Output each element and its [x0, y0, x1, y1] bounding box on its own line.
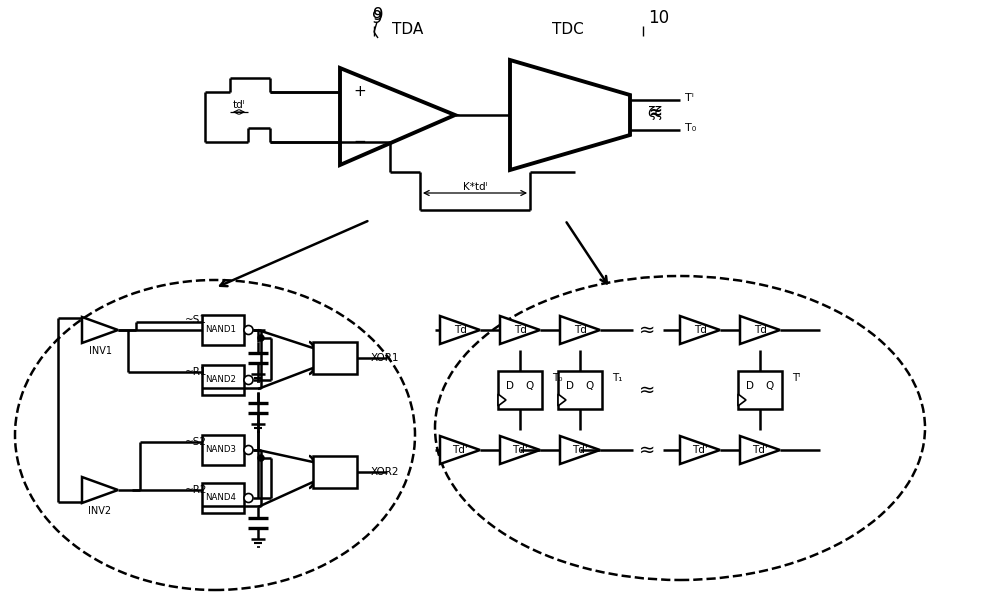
Text: K*tdᴵ: K*tdᴵ: [463, 182, 487, 192]
Polygon shape: [440, 316, 480, 344]
Text: Td: Td: [754, 325, 766, 335]
Text: T₁: T₁: [612, 373, 622, 383]
Text: 10: 10: [648, 9, 669, 27]
Text: NAND1: NAND1: [206, 326, 237, 334]
Text: INV2: INV2: [88, 506, 112, 516]
Bar: [313, 342, 357, 374]
Text: tdᴵ: tdᴵ: [233, 100, 245, 110]
Text: 9: 9: [372, 9, 382, 27]
Polygon shape: [340, 68, 455, 165]
Text: TDC: TDC: [552, 23, 584, 37]
Text: ~R1: ~R1: [185, 367, 208, 377]
Polygon shape: [738, 394, 746, 406]
Text: ≈: ≈: [648, 104, 662, 122]
Polygon shape: [500, 316, 540, 344]
Polygon shape: [560, 316, 600, 344]
Circle shape: [244, 326, 253, 334]
Text: 9: 9: [373, 6, 384, 24]
Text: TDA: TDA: [392, 23, 424, 37]
Text: Td: Td: [574, 325, 586, 335]
Text: NAND2: NAND2: [206, 376, 237, 384]
Text: Td: Td: [694, 325, 706, 335]
Text: Td': Td': [512, 445, 528, 455]
Bar: [738, 371, 782, 409]
Text: Td': Td': [752, 445, 768, 455]
Text: Td': Td': [692, 445, 708, 455]
Text: Td: Td: [454, 325, 466, 335]
Text: Q: Q: [586, 381, 594, 391]
Text: NAND3: NAND3: [206, 445, 237, 454]
Polygon shape: [82, 317, 118, 343]
Text: NAND4: NAND4: [206, 493, 237, 503]
Text: XOR1: XOR1: [371, 353, 399, 363]
Text: Td': Td': [452, 445, 468, 455]
Text: D: D: [566, 381, 574, 391]
Polygon shape: [500, 436, 540, 464]
Text: Td': Td': [572, 445, 588, 455]
Text: T₀: T₀: [685, 123, 696, 133]
Text: +: +: [354, 85, 366, 99]
Bar: [202, 483, 244, 513]
Text: −: −: [354, 134, 366, 149]
Polygon shape: [558, 394, 566, 406]
Bar: [498, 371, 542, 409]
Text: ≈: ≈: [639, 320, 655, 340]
Text: ~R2: ~R2: [185, 485, 208, 495]
Text: D: D: [746, 381, 754, 391]
Bar: [202, 315, 244, 345]
Polygon shape: [440, 436, 480, 464]
Polygon shape: [680, 316, 720, 344]
Polygon shape: [82, 477, 118, 503]
Text: ≈: ≈: [639, 381, 655, 400]
Text: Tᴵ: Tᴵ: [792, 373, 800, 383]
Text: D: D: [506, 381, 514, 391]
Circle shape: [244, 376, 253, 384]
Circle shape: [258, 456, 264, 461]
Text: Td: Td: [514, 325, 526, 335]
Polygon shape: [560, 436, 600, 464]
Polygon shape: [680, 436, 720, 464]
Text: ~S2: ~S2: [185, 437, 207, 447]
Text: ≈: ≈: [639, 440, 655, 459]
Text: Q: Q: [766, 381, 774, 391]
Polygon shape: [740, 436, 780, 464]
Bar: [202, 435, 244, 465]
Circle shape: [244, 493, 253, 503]
Polygon shape: [740, 316, 780, 344]
Bar: [313, 456, 357, 488]
Text: ~S1: ~S1: [185, 315, 207, 325]
Text: INV1: INV1: [88, 346, 112, 356]
Circle shape: [244, 445, 253, 454]
Text: T₀: T₀: [552, 373, 562, 383]
Text: Q: Q: [526, 381, 534, 391]
Bar: [558, 371, 602, 409]
Circle shape: [258, 336, 264, 340]
Polygon shape: [498, 394, 506, 406]
Text: Tᴵ: Tᴵ: [685, 93, 694, 103]
Polygon shape: [510, 60, 630, 170]
Bar: [202, 365, 244, 395]
Text: XOR2: XOR2: [371, 467, 399, 477]
Text: ζζ: ζζ: [648, 106, 662, 120]
